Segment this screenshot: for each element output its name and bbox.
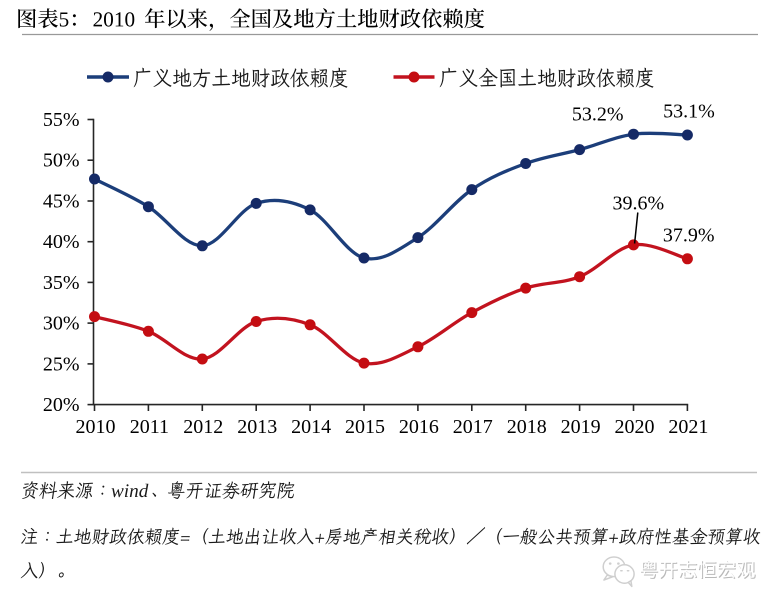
svg-text:50%: 50% [43, 150, 80, 172]
svg-text:53.1%: 53.1% [663, 101, 715, 123]
svg-text:40%: 40% [43, 231, 80, 253]
svg-text:2011: 2011 [130, 416, 169, 438]
svg-text:25%: 25% [43, 353, 80, 375]
svg-text:2015: 2015 [345, 416, 385, 438]
svg-text:39.6%: 39.6% [612, 192, 664, 214]
svg-text:2014: 2014 [291, 416, 331, 438]
svg-text:45%: 45% [43, 190, 80, 212]
svg-text:53.2%: 53.2% [572, 104, 624, 126]
svg-text:55%: 55% [43, 109, 80, 131]
svg-text:37.9%: 37.9% [663, 224, 715, 246]
svg-text:2016: 2016 [399, 416, 439, 438]
svg-text:2019: 2019 [561, 416, 601, 438]
svg-text:2017: 2017 [453, 416, 493, 438]
svg-text:2010: 2010 [76, 416, 116, 438]
svg-text:30%: 30% [43, 313, 80, 335]
svg-text:2013: 2013 [237, 416, 277, 438]
svg-text:2012: 2012 [183, 416, 223, 438]
svg-text:2021: 2021 [668, 416, 708, 438]
svg-text:20%: 20% [43, 394, 80, 416]
svg-text:2020: 2020 [615, 416, 655, 438]
svg-text:35%: 35% [43, 272, 80, 294]
svg-text:2018: 2018 [507, 416, 547, 438]
